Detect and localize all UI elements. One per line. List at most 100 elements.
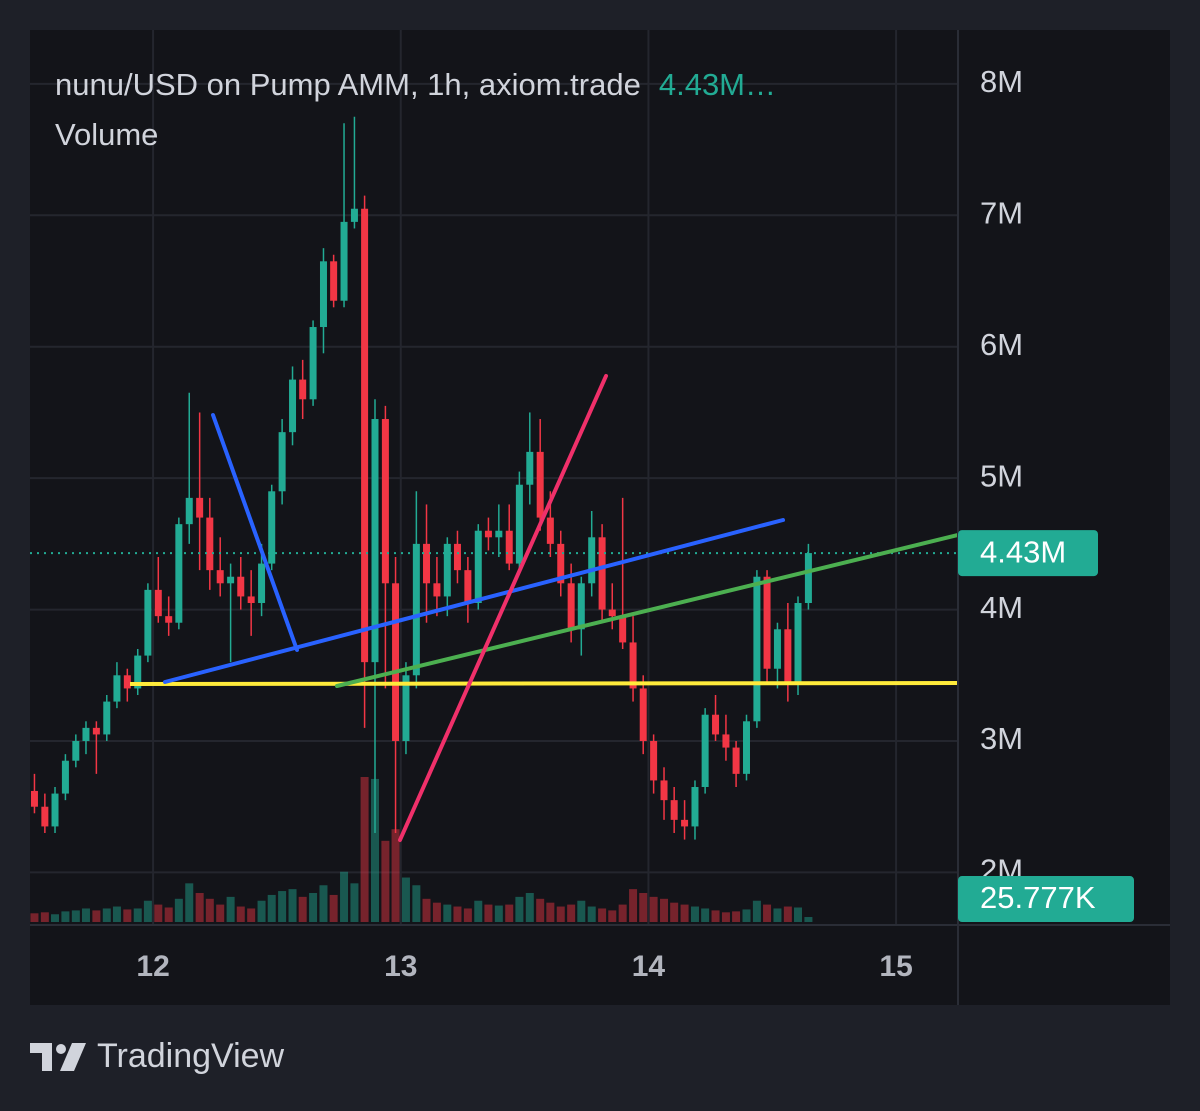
brand-name: TradingView: [97, 1037, 285, 1075]
volume-bar: [123, 909, 132, 922]
candle-body: [350, 208, 358, 222]
candle-body: [660, 780, 668, 801]
volume-bar: [340, 871, 349, 922]
candle-body: [443, 543, 451, 597]
candle-body: [557, 543, 565, 584]
candle-body: [61, 760, 69, 794]
candle-body: [361, 208, 369, 663]
candle-body: [773, 629, 781, 669]
volume-bar: [783, 906, 792, 922]
candle-body: [258, 563, 266, 604]
candle-body: [433, 583, 441, 597]
y-tick-label: 7M: [980, 195, 1023, 230]
volume-bar: [143, 900, 152, 922]
logo-shape: [30, 1043, 52, 1071]
candle-body: [495, 530, 503, 538]
candle-body: [629, 642, 637, 689]
candle-body: [103, 701, 111, 735]
volume-bar: [773, 908, 782, 922]
volume-bar: [51, 914, 60, 922]
candle-body: [123, 675, 131, 689]
candle-body: [237, 576, 245, 597]
y-tick-label: 5M: [980, 458, 1023, 493]
candle-body: [681, 819, 689, 827]
volume-bar: [257, 900, 266, 922]
volume-bar: [763, 904, 772, 922]
trend-line: [129, 681, 958, 686]
candle-body: [484, 530, 492, 538]
candle-body: [371, 419, 379, 663]
candle-body: [784, 629, 792, 682]
candle-body: [650, 741, 658, 781]
volume-bar: [185, 883, 194, 922]
volume-bar: [391, 829, 400, 922]
drawings: [129, 374, 958, 842]
logo-shape: [56, 1044, 66, 1054]
candle-body: [381, 419, 389, 584]
volume-bar: [278, 891, 287, 922]
candle-body: [268, 491, 276, 564]
candle-body: [216, 570, 224, 584]
volume-bar: [587, 906, 596, 922]
header-price: 4.43M…: [659, 67, 776, 102]
volume-bar: [216, 904, 225, 922]
candle-body: [175, 524, 183, 623]
candle-body: [722, 734, 730, 748]
candle-body: [185, 497, 193, 525]
volume-bar: [298, 896, 307, 922]
candle-body: [474, 530, 482, 604]
volume-bar: [505, 904, 514, 922]
volume-bar: [350, 883, 359, 922]
last-volume-label: 25.777K: [980, 880, 1096, 915]
candle-body: [92, 727, 100, 735]
volume-bar: [267, 894, 276, 922]
volume-bar: [112, 906, 121, 922]
candle-body: [134, 655, 142, 689]
candle-body: [598, 537, 606, 610]
candle-body: [392, 583, 400, 742]
volume-bar: [71, 910, 80, 922]
volume-bar: [92, 910, 101, 922]
candle-body: [412, 543, 420, 676]
candle-body: [340, 221, 348, 301]
y-tick-label: 8M: [980, 64, 1023, 99]
last-price-label: 4.43M: [980, 534, 1066, 569]
logo-shape: [60, 1043, 86, 1071]
volume-bar: [443, 904, 452, 922]
x-tick-label: 14: [632, 950, 666, 983]
volume-bar: [370, 778, 379, 922]
volume-bar: [732, 911, 741, 922]
candle-body: [154, 589, 162, 617]
volume-bar: [81, 908, 90, 922]
volume-bar: [556, 906, 565, 922]
title: nunu/USD on Pump AMM, 1h, axiom.trade: [55, 67, 641, 102]
y-tick-label: 6M: [980, 327, 1023, 362]
candle-body: [82, 727, 90, 742]
x-tick-label: 15: [879, 950, 912, 983]
candle-body: [505, 530, 513, 564]
volume-bar: [154, 904, 163, 922]
volume-bar: [102, 908, 111, 922]
trend-line: [211, 413, 299, 652]
candle-body: [567, 583, 575, 630]
candle-body: [526, 451, 534, 485]
volume-bar: [205, 898, 214, 922]
volume-bar: [484, 904, 493, 922]
volume-bar: [422, 898, 431, 922]
candle-body: [278, 432, 286, 492]
candle-body: [51, 793, 59, 827]
chart-title: nunu/USD on Pump AMM, 1h, axiom.trade 4.4…: [55, 67, 776, 102]
candle-body: [742, 721, 750, 774]
trend-line: [398, 374, 608, 842]
volume-bar: [453, 906, 462, 922]
y-tick-label: 4M: [980, 590, 1023, 625]
candle-body: [165, 616, 173, 623]
candle-body: [402, 675, 410, 742]
candle-body: [536, 451, 544, 518]
x-tick-label: 12: [136, 950, 169, 983]
candle-body: [453, 543, 461, 571]
volume-bar: [515, 896, 524, 922]
volume-bar: [309, 893, 318, 922]
